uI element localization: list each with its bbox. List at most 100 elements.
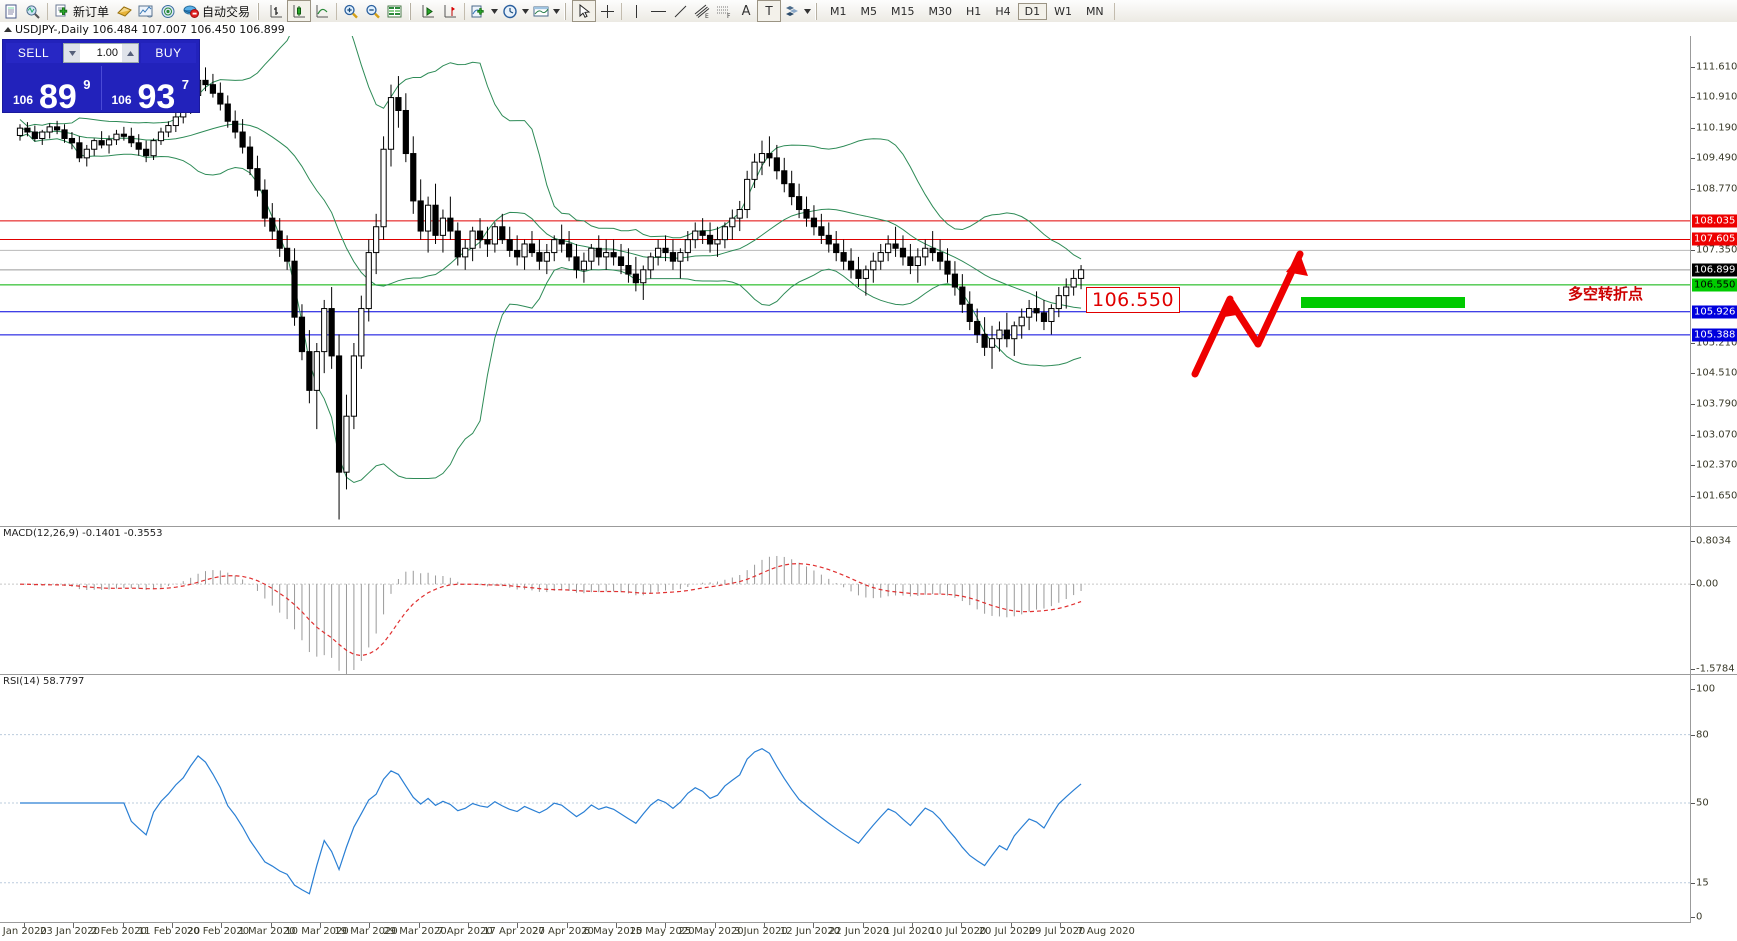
price-plot-area[interactable]: [0, 36, 1737, 526]
candlestick-chart-icon[interactable]: [287, 0, 312, 22]
navigator-icon[interactable]: [157, 1, 179, 21]
price-axis[interactable]: 111.610 110.910 110.190 109.490 108.770 107.3…: [1690, 36, 1737, 526]
zoom-in-icon[interactable]: [340, 1, 362, 21]
time-axis-tick: [221, 923, 222, 928]
price-axis-tag[interactable]: 106.550: [1692, 278, 1737, 292]
cursor-icon[interactable]: [572, 0, 597, 22]
time-axis-label: 4 Jan 2020: [0, 926, 47, 937]
time-axis-label: 10 Mar 2020: [285, 926, 349, 937]
price-axis-tag[interactable]: 105.388: [1692, 328, 1737, 342]
volume-value[interactable]: 1.00: [96, 47, 118, 59]
timeframe-mn[interactable]: MN: [1085, 4, 1104, 18]
time-axis-tick: [813, 923, 814, 928]
auto-scroll-icon[interactable]: [417, 1, 439, 21]
market-watch-icon[interactable]: [135, 1, 157, 21]
price-axis-tag[interactable]: 108.035: [1692, 214, 1737, 228]
price-axis-label: 103.070: [1696, 429, 1737, 441]
volume-decrease-button[interactable]: [64, 44, 80, 62]
new-order-button[interactable]: 新订单: [51, 1, 113, 21]
one-click-trading-panel[interactable]: SELL 1.00 BUY 106 89 9 106 93 7: [2, 39, 200, 114]
time-axis-tick: [172, 923, 173, 928]
period-chevron-down-icon[interactable]: [521, 1, 530, 21]
equidistant-channel-icon[interactable]: E: [691, 1, 713, 21]
collapse-arrow-icon[interactable]: [4, 27, 12, 32]
turning-point-note[interactable]: 多空转折点: [1568, 285, 1644, 303]
data-window-icon[interactable]: [384, 1, 406, 21]
timeframe-m15[interactable]: M15: [891, 4, 915, 18]
timeframe-w1[interactable]: W1: [1054, 4, 1072, 18]
horizontal-line-icon[interactable]: [647, 1, 669, 21]
toolbar-grip-2[interactable]: [409, 2, 415, 20]
price-axis-label: 103.790: [1696, 398, 1737, 410]
price-pane[interactable]: 111.610 110.910 110.190 109.490 108.770 107.3…: [0, 36, 1737, 526]
macd-axis-tick: [1691, 669, 1695, 670]
buy-price-main: 93: [137, 78, 176, 116]
indicators-icon[interactable]: [468, 1, 490, 21]
macd-plot-area[interactable]: [0, 527, 1737, 675]
indicators-chevron-down-icon[interactable]: [490, 1, 499, 21]
toolbar-grip-3[interactable]: [564, 2, 570, 20]
timeframe-m30[interactable]: M30: [928, 4, 953, 18]
bar-chart-icon[interactable]: [265, 1, 287, 21]
timeframe-m5[interactable]: M5: [860, 4, 878, 18]
time-axis-label: 17 Apr 2020: [483, 926, 545, 937]
volume-input[interactable]: 1.00: [63, 43, 139, 63]
price-axis-tag[interactable]: 106.899: [1692, 263, 1737, 277]
macd-pane[interactable]: MACD(12,26,9) -0.1401 -0.3553 0.8034 0.00…: [0, 526, 1737, 675]
volume-increase-button[interactable]: [122, 44, 138, 62]
rsi-axis-tick: [1691, 689, 1695, 690]
objects-icon[interactable]: [781, 1, 803, 21]
sell-price-prefix: 106: [13, 93, 34, 107]
line-chart-icon[interactable]: [311, 1, 333, 21]
sell-price[interactable]: 106 89 9: [3, 66, 101, 114]
rsi-axis-label: 0: [1696, 911, 1703, 923]
price-axis-tag[interactable]: 105.926: [1692, 305, 1737, 319]
chart-window[interactable]: USDJPY-,Daily 106.484 107.007 106.450 10…: [0, 22, 1737, 941]
price-axis-label: 110.910: [1696, 91, 1737, 103]
macd-axis[interactable]: 0.8034 0.00 -1.5784: [1690, 527, 1737, 675]
zoom-out-icon[interactable]: [362, 1, 384, 21]
sell-button[interactable]: SELL: [6, 43, 61, 63]
period-icon[interactable]: [499, 1, 521, 21]
objects-chevron-down-icon[interactable]: [803, 1, 812, 21]
expert-advisors-icon[interactable]: [113, 1, 135, 21]
price-axis-tick: [1691, 128, 1695, 130]
toolbar-grip-4[interactable]: [815, 2, 821, 20]
symbols-icon[interactable]: [22, 1, 44, 21]
crosshair-icon[interactable]: [596, 1, 618, 21]
time-axis-label: 15 May 2020: [629, 926, 695, 937]
auto-trading-button[interactable]: 自动交易: [179, 1, 254, 21]
buy-price[interactable]: 106 93 7: [100, 66, 200, 114]
rsi-axis[interactable]: 100 80 50 15 0: [1690, 675, 1737, 923]
fibonacci-icon[interactable]: F: [713, 1, 735, 21]
toolbar-grip[interactable]: [257, 2, 263, 20]
vertical-line-icon[interactable]: [625, 1, 647, 21]
timeframe-h4[interactable]: H4: [995, 4, 1011, 18]
toolbar-separator-5: [1113, 2, 1115, 20]
price-axis-tick: [1691, 403, 1695, 405]
new-chart-icon[interactable]: [0, 1, 22, 21]
time-axis-tick: [1060, 923, 1061, 928]
timeframe-d1[interactable]: D1: [1017, 2, 1048, 20]
timeframe-h1[interactable]: H1: [966, 4, 982, 18]
timeframe-m1[interactable]: M1: [830, 4, 847, 18]
text-icon[interactable]: A: [741, 3, 751, 19]
trendline-icon[interactable]: [669, 1, 691, 21]
toolbar-separator-2: [336, 2, 338, 20]
rsi-plot-area[interactable]: [0, 675, 1737, 922]
price-axis-tag[interactable]: 107.605: [1692, 232, 1737, 246]
time-axis-tick: [961, 923, 962, 928]
price-annotation-label[interactable]: 106.550: [1086, 287, 1181, 313]
chart-shift-icon[interactable]: [439, 1, 461, 21]
buy-button[interactable]: BUY: [141, 43, 196, 63]
templates-chevron-down-icon[interactable]: [552, 1, 561, 21]
time-axis-tick: [567, 923, 568, 928]
support-zone-marker[interactable]: [1301, 297, 1465, 308]
templates-icon[interactable]: [530, 1, 552, 21]
price-axis-tick: [1691, 189, 1695, 191]
price-axis-label: 102.370: [1696, 459, 1737, 471]
text-label-icon[interactable]: T: [757, 0, 782, 22]
time-axis-tick: [369, 923, 370, 928]
rsi-pane[interactable]: RSI(14) 58.7797 100 80 50 15 0: [0, 674, 1737, 923]
